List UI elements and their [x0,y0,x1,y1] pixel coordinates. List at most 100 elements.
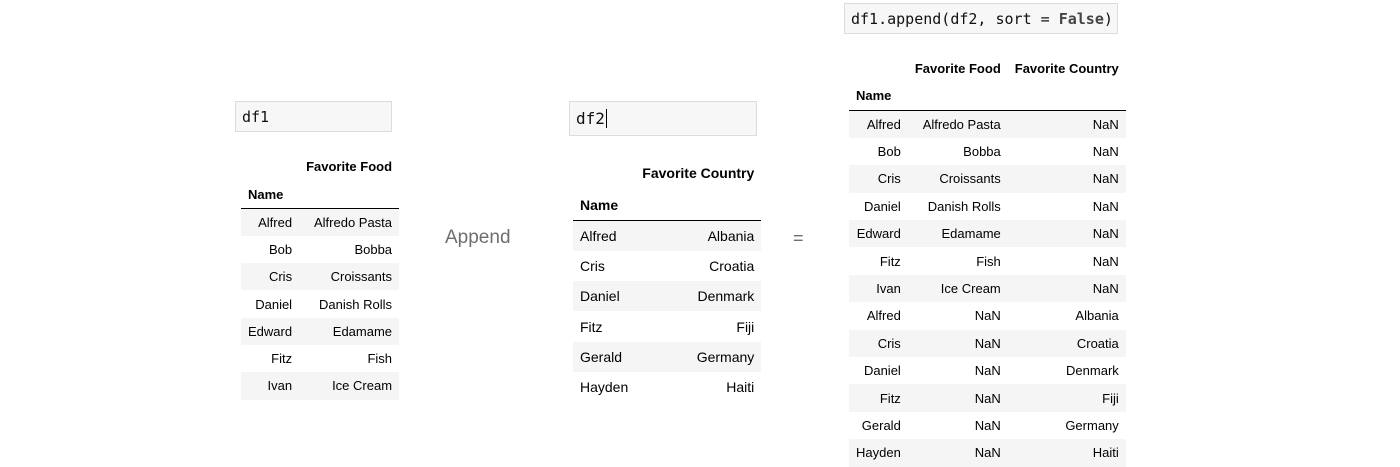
table-cell: NaN [1092,253,1119,269]
index-name-header: Name [573,189,636,221]
df2-input-cell[interactable]: df2 [569,101,757,136]
table-cell: Danish Rolls [927,198,1001,214]
header-blank-cell [299,180,400,209]
column-header: Favorite Food [914,60,1001,76]
header-blank-cell [573,157,635,189]
table-cell: NaN [974,417,1001,433]
row-index-label: Alfred [580,227,617,244]
row-index-label: Cris [877,171,901,187]
row-index-label: Gerald [580,348,623,365]
table-cell: Croissants [939,171,1001,187]
row-index-label: Ivan [267,378,293,394]
sort-false-keyword: False [1058,9,1104,28]
index-name-header: Name [241,180,300,209]
table-body: Alfred Alfredo Pasta NaN Bob Bobba NaN Cris Cro… [849,110,1126,467]
table-cell: Denmark [1066,363,1119,379]
table-row: Gerald NaN Germany [849,412,1126,439]
row-index-label: Bob [268,241,293,257]
row-index-label: Cris [580,257,605,274]
table-row: Daniel NaN Denmark [849,357,1126,384]
header-blank-cell [1007,81,1126,111]
df2-code-text: df2 [576,109,605,128]
table-cell: Fiji [1102,390,1119,406]
table-row: Fitz Fish [241,345,399,372]
table-header: Favorite Food Favorite Country Name [849,55,1126,111]
table-cell: Haiti [1092,445,1119,461]
table-row: Cris NaN Croatia [849,329,1126,358]
header-blank-cell [635,189,762,221]
table-cell: Bobba [354,241,393,257]
table-cell: Alfredo Pasta [313,214,393,230]
table-row: Alfred NaN Albania [849,302,1126,329]
table-cell: Ice Cream [332,378,393,394]
column-header: Favorite Food [306,158,393,174]
table-row: Daniel Danish Rolls NaN [849,193,1126,220]
row-index-label: Daniel [863,198,901,214]
header-blank-cell [849,55,908,81]
table-cell: Albania [707,227,755,244]
table-row: Alfred Alfredo Pasta [241,208,400,236]
index-header-row: Name [849,81,1126,111]
table-cell: Croatia [709,257,755,274]
df1-input-cell[interactable]: df1 [235,101,392,132]
table-cell: NaN [1092,116,1119,132]
table-cell: Ice Cream [940,281,1001,297]
table-cell: NaN [1092,198,1119,214]
result-table: Favorite Food Favorite Country Name Alfred A… [849,55,1126,467]
equals-sign: = [793,228,804,248]
table-cell: NaN [974,445,1001,461]
column-header-row: Favorite Food [241,152,399,180]
table-cell: NaN [1092,144,1119,160]
table-cell: NaN [974,363,1001,379]
table-cell: Alfredo Pasta [922,116,1001,132]
append-label: Append [445,227,511,248]
text-cursor [605,109,607,128]
table-cell: NaN [1092,171,1119,187]
table-body: Alfred Alfredo Pasta Bob Bobba Cris Croissant… [241,208,400,400]
column-header-row: Favorite Food Favorite Country [849,55,1126,81]
table-cell: Croissants [330,269,393,285]
table-cell: Albania [1075,308,1119,324]
table-row: Bob Bobba [241,236,399,263]
table-cell: Croatia [1076,335,1119,351]
table-row: Cris Croatia [573,251,761,281]
row-index-label: Ivan [876,281,901,297]
table-cell: Danish Rolls [319,296,393,312]
table-row: Hayden Haiti [573,372,761,402]
column-header-row: Favorite Country [573,157,761,189]
index-name-header: Name [849,81,908,111]
header-blank-cell [241,152,299,180]
row-index-label: Bob [877,144,901,160]
df2-table: Favorite Country Name Alfred Albania Cris Cro… [573,157,762,403]
table-cell: Fish [367,351,393,367]
row-index-label: Fitz [879,253,901,269]
table-header: Favorite Food Name [241,152,400,209]
append-code-prefix: df1.append(df2, sort = [851,9,1059,28]
header-blank-cell [907,81,1008,111]
row-index-label: Daniel [863,363,901,379]
table-cell: Edamame [332,323,393,339]
row-index-label: Fitz [271,351,293,367]
row-index-label: Alfred [258,214,293,230]
append-code-cell[interactable]: df1.append(df2, sort = False) [844,3,1118,34]
table-cell: Germany [696,348,755,365]
row-index-label: Hayden [856,445,901,461]
column-header: Favorite Country [1014,60,1119,76]
table-row: Daniel Danish Rolls [241,290,399,317]
table-cell: Edamame [941,226,1001,242]
table-body: Alfred Albania Cris Croatia Daniel Denmark Fit… [573,220,762,403]
row-index-label: Alfred [866,116,901,132]
table-row: Gerald Germany [573,341,762,372]
row-index-label: Fitz [879,390,901,406]
table-row: Ivan Ice Cream NaN [849,274,1126,303]
row-index-label: Cris [877,335,901,351]
index-header-row: Name [573,189,762,221]
row-index-label: Hayden [580,379,629,396]
table-row: Fitz NaN Fiji [849,384,1126,412]
table-cell: Denmark [697,288,755,305]
table-row: Fitz Fiji [573,311,761,341]
row-index-label: Daniel [580,288,620,305]
table-cell: NaN [974,308,1001,324]
table-cell: NaN [1092,226,1119,242]
df1-code-text: df1 [242,107,270,126]
